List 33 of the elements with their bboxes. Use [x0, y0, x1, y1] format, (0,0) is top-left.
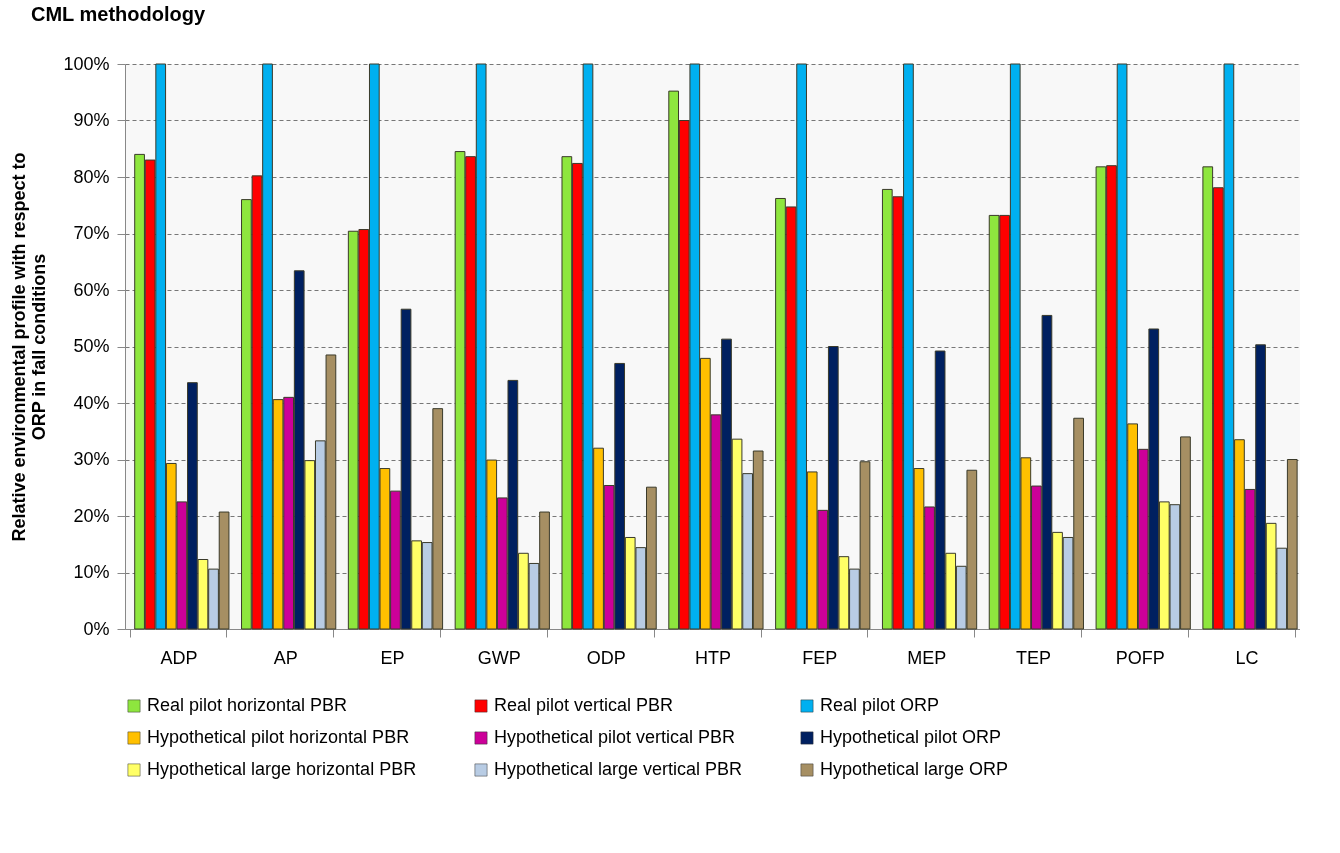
x-tick-label: LC: [1235, 647, 1259, 668]
x-tick-label: TEP: [1015, 647, 1051, 668]
y-tick-label: 0%: [83, 618, 110, 639]
legend-label: Real pilot horizontal PBR: [147, 695, 348, 715]
y-tick-label: 30%: [73, 449, 110, 469]
y-tick-label: 90%: [73, 110, 110, 130]
legend-label: Real pilot ORP: [820, 695, 940, 715]
y-tick-label: 20%: [73, 505, 110, 526]
y-tick-label: 70%: [73, 223, 110, 243]
x-tick-label: HTP: [695, 647, 731, 668]
legend-label: Hypothetical large ORP: [820, 759, 1009, 779]
y-tick-label: 80%: [73, 166, 110, 187]
x-tick-label: ODP: [586, 647, 626, 668]
x-tick-label: MEP: [907, 647, 947, 668]
x-tick-label: FEP: [802, 647, 838, 668]
legend-label: Hypothetical pilot horizontal PBR: [147, 727, 410, 747]
y-axis-title: Relative environmental profile with respect to ORP in fall conditions: [9, 152, 50, 542]
legend-label: Real pilot vertical PBR: [494, 695, 674, 715]
y-tick-label: 60%: [73, 279, 110, 300]
x-tick-label: EP: [380, 647, 405, 668]
x-tick-label: GWP: [477, 647, 521, 668]
legend-label: Hypothetical pilot ORP: [820, 727, 1002, 747]
y-tick-label: 50%: [73, 336, 110, 356]
x-tick-label: ADP: [160, 647, 198, 668]
y-tick-label: 10%: [73, 562, 110, 582]
y-tick-label: 40%: [73, 392, 110, 413]
y-tick-label: 100%: [63, 53, 110, 74]
chart-title: CML methodology: [30, 3, 206, 25]
legend-label: Hypothetical pilot vertical PBR: [494, 727, 736, 747]
x-tick-label: AP: [273, 647, 298, 668]
x-tick-label: POFP: [1115, 647, 1165, 668]
legend-label: Hypothetical large horizontal PBR: [147, 759, 417, 779]
legend-label: Hypothetical large vertical PBR: [494, 759, 743, 779]
